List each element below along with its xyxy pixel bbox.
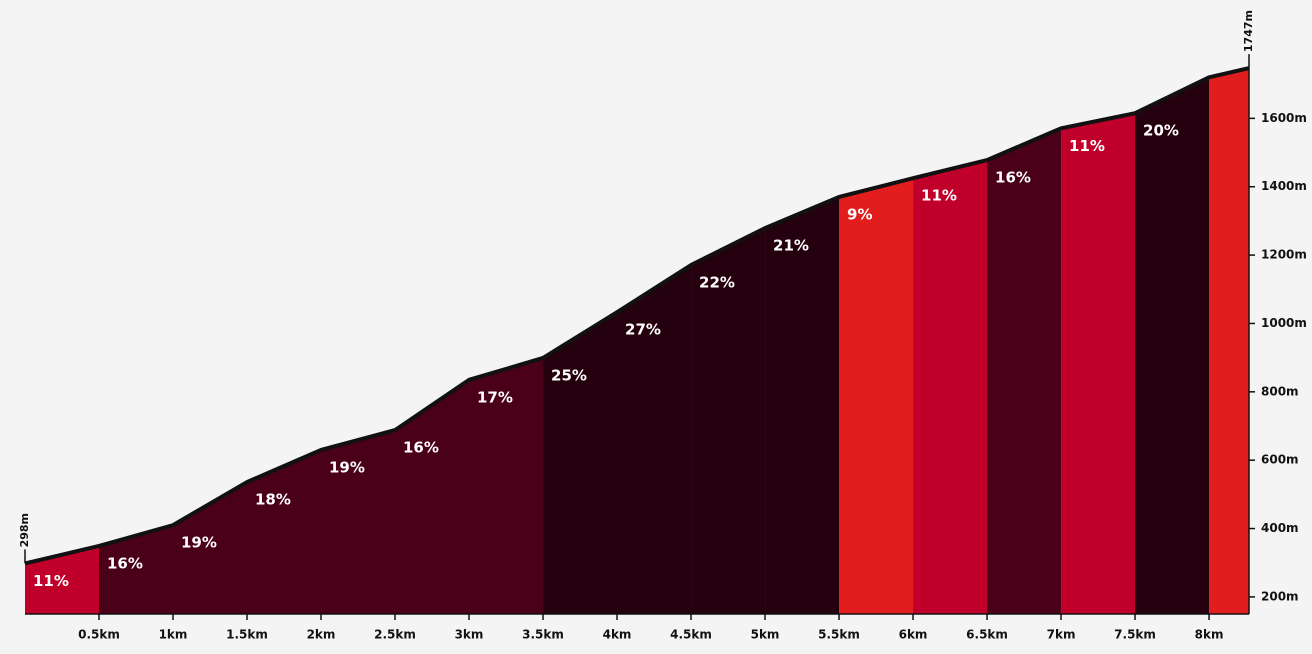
grade-label: 9% xyxy=(847,205,872,223)
y-tick-label: 1600m xyxy=(1261,111,1307,125)
grade-segment xyxy=(839,178,914,614)
grade-segment xyxy=(617,265,692,614)
y-tick-label: 400m xyxy=(1261,521,1299,535)
x-tick-label: 8km xyxy=(1195,628,1224,642)
grade-segment xyxy=(543,312,618,614)
grade-label: 19% xyxy=(329,458,365,476)
x-tick-label: 7km xyxy=(1047,628,1076,642)
y-tick-label: 800m xyxy=(1261,384,1299,398)
grade-segment xyxy=(25,545,100,614)
grade-label: 11% xyxy=(33,572,69,590)
grade-segment xyxy=(469,357,544,614)
grade-segment xyxy=(913,160,988,614)
grade-label: 18% xyxy=(255,491,291,509)
x-tick-label: 3.5km xyxy=(522,628,564,642)
x-tick-label: 4km xyxy=(603,628,632,642)
grade-label: 19% xyxy=(181,534,217,552)
grade-label: 11% xyxy=(921,187,957,205)
x-tick-label: 4.5km xyxy=(670,628,712,642)
grade-label: 11% xyxy=(1069,137,1105,155)
grade-label: 27% xyxy=(625,321,661,339)
x-tick-label: 1.5km xyxy=(226,628,268,642)
grade-segment xyxy=(247,449,322,614)
grade-segment xyxy=(395,379,470,614)
grade-label: 16% xyxy=(403,439,439,457)
x-tick-label: 6km xyxy=(899,628,928,642)
y-tick-label: 600m xyxy=(1261,453,1299,467)
grade-label: 22% xyxy=(699,274,735,292)
x-tick-label: 2km xyxy=(307,628,336,642)
grade-label: 16% xyxy=(995,169,1031,187)
y-tick-label: 1200m xyxy=(1261,248,1307,262)
profile-line xyxy=(24,66,1250,566)
start-label: 298m xyxy=(18,513,31,547)
grade-segment xyxy=(987,128,1062,614)
grade-label: 16% xyxy=(107,554,143,572)
x-tick-label: 6.5km xyxy=(966,628,1008,642)
x-tick-label: 0.5km xyxy=(78,628,120,642)
y-tick-label: 1400m xyxy=(1261,179,1307,193)
x-tick-label: 5.5km xyxy=(818,628,860,642)
grade-segment xyxy=(99,525,174,614)
grade-label: 21% xyxy=(773,237,809,255)
grade-segment xyxy=(1135,77,1210,614)
grade-segment xyxy=(321,430,396,614)
x-tick-label: 7.5km xyxy=(1114,628,1156,642)
grade-segment xyxy=(1209,68,1249,615)
grade-segment xyxy=(691,228,766,614)
x-tick-label: 5km xyxy=(751,628,780,642)
y-tick-label: 1000m xyxy=(1261,316,1307,330)
grade-segment xyxy=(765,196,840,614)
grade-label: 20% xyxy=(1143,122,1179,140)
end-label: 1747m xyxy=(1242,10,1255,52)
x-tick-label: 3km xyxy=(455,628,484,642)
x-tick-label: 2.5km xyxy=(374,628,416,642)
grade-label: 25% xyxy=(551,366,587,384)
y-tick-label: 200m xyxy=(1261,589,1299,603)
grade-segment xyxy=(1061,113,1136,615)
grade-label: 17% xyxy=(477,388,513,406)
x-tick-label: 1km xyxy=(159,628,188,642)
